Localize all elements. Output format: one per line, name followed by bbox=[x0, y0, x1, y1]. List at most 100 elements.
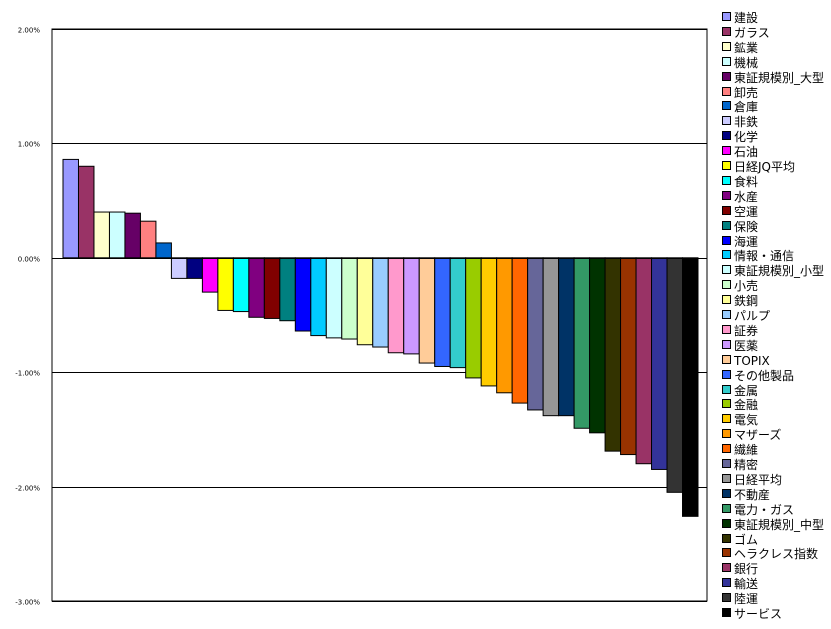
bar bbox=[542, 257, 560, 417]
legend-label: 東証規模別_小型 bbox=[734, 264, 825, 279]
legend-item: 非鉄 bbox=[722, 115, 758, 129]
legend-label: 日経平均 bbox=[734, 472, 783, 487]
legend-label: 倉庫 bbox=[734, 100, 759, 115]
y-tick-label: -2.00% bbox=[15, 485, 40, 493]
legend-item: 海運 bbox=[722, 235, 758, 249]
legend-item: 保険 bbox=[722, 220, 758, 234]
legend-swatch bbox=[722, 399, 731, 409]
legend-item: 輸送 bbox=[722, 577, 758, 591]
legend-item: 電力・ガス bbox=[722, 503, 794, 517]
bar bbox=[465, 257, 482, 379]
y-tick-label: -1.00% bbox=[15, 370, 40, 378]
legend-label: 銀行 bbox=[734, 562, 759, 577]
legend-label: 海運 bbox=[734, 234, 759, 249]
legend-item: 金融 bbox=[722, 398, 758, 412]
bar bbox=[418, 257, 436, 364]
legend-label: 鉱業 bbox=[734, 40, 759, 55]
bar bbox=[139, 220, 157, 259]
legend-label: 証券 bbox=[734, 323, 759, 338]
legend-item: 銀行 bbox=[722, 562, 758, 576]
bar bbox=[387, 257, 405, 354]
legend-item: ゴム bbox=[722, 533, 758, 547]
legend-item: 化学 bbox=[722, 130, 758, 144]
bar bbox=[186, 257, 203, 279]
legend-label: 建設 bbox=[734, 11, 759, 25]
legend-item: 鉄鋼 bbox=[722, 294, 758, 308]
legend-item: パルプ bbox=[722, 309, 770, 323]
legend-item: 不動産 bbox=[722, 488, 770, 502]
legend-swatch bbox=[722, 593, 731, 603]
legend-swatch bbox=[722, 310, 731, 319]
legend-swatch bbox=[722, 56, 731, 66]
bar bbox=[155, 242, 172, 259]
legend-item: ガラス bbox=[722, 26, 770, 40]
legend-label: 水産 bbox=[734, 189, 759, 204]
bar bbox=[279, 257, 296, 322]
legend-label: 日経JQ平均 bbox=[734, 160, 795, 174]
bar bbox=[248, 257, 265, 318]
legend-label: 石油 bbox=[734, 145, 759, 160]
bar bbox=[108, 211, 126, 259]
legend-label: 卸売 bbox=[734, 85, 759, 100]
legend-swatch bbox=[722, 146, 731, 156]
legend-swatch bbox=[722, 518, 731, 528]
bar bbox=[341, 257, 358, 340]
legend-swatch bbox=[722, 608, 731, 617]
legend-label: 化学 bbox=[734, 130, 759, 145]
legend-item: 東証規模別_大型 bbox=[722, 71, 824, 85]
legend-label: 東証規模別_大型 bbox=[734, 70, 825, 85]
legend-item: 精密 bbox=[722, 458, 758, 472]
legend-item: ヘラクレス指数 bbox=[722, 547, 818, 561]
legend-item: 空運 bbox=[722, 205, 758, 219]
legend-swatch bbox=[722, 533, 731, 543]
legend-item: 証券 bbox=[722, 324, 758, 338]
legend-label: 空運 bbox=[734, 204, 759, 219]
legend-item: 卸売 bbox=[722, 86, 758, 100]
legend-label: 電気 bbox=[734, 413, 759, 428]
legend-swatch bbox=[722, 488, 731, 498]
legend-item: 水産 bbox=[722, 190, 758, 204]
bar bbox=[480, 257, 498, 387]
legend-label: 金属 bbox=[734, 383, 759, 398]
legend-label: その他製品 bbox=[734, 368, 795, 383]
bar bbox=[449, 257, 467, 369]
legend-swatch bbox=[722, 116, 731, 126]
legend-label: TOPIX bbox=[734, 353, 770, 368]
legend-swatch bbox=[722, 295, 731, 305]
legend-swatch bbox=[722, 563, 731, 573]
legend-item: 鉱業 bbox=[722, 41, 758, 55]
legend-item: 東証規模別_小型 bbox=[722, 264, 824, 278]
bar bbox=[372, 257, 389, 348]
bar bbox=[263, 257, 281, 319]
legend-item: 食料 bbox=[722, 175, 758, 189]
legend-swatch bbox=[722, 459, 731, 468]
bar bbox=[604, 257, 622, 452]
legend-swatch bbox=[722, 235, 731, 245]
y-tick-label: -3.00% bbox=[15, 599, 40, 607]
bar bbox=[620, 257, 637, 456]
legend-swatch bbox=[722, 429, 731, 439]
legend-label: サービス bbox=[734, 607, 783, 621]
bar bbox=[573, 257, 591, 429]
bar bbox=[62, 158, 79, 259]
legend-item: 医薬 bbox=[722, 339, 758, 353]
legend-swatch bbox=[722, 444, 731, 454]
bar bbox=[403, 257, 420, 355]
bar bbox=[558, 257, 575, 417]
legend-item: 繊維 bbox=[722, 443, 758, 457]
legend-label: 輸送 bbox=[734, 577, 759, 592]
legend-label: ガラス bbox=[734, 25, 770, 40]
legend-item: サービス bbox=[722, 607, 782, 621]
bar bbox=[124, 212, 141, 259]
legend-label: 鉄鋼 bbox=[734, 294, 759, 309]
legend-item: 小売 bbox=[722, 279, 758, 293]
legend-label: 東証規模別_中型 bbox=[734, 517, 825, 532]
legend-label: マザーズ bbox=[734, 428, 782, 443]
bar bbox=[325, 257, 343, 339]
bar bbox=[651, 257, 668, 470]
legend-swatch bbox=[722, 26, 731, 36]
legend-item: 電気 bbox=[722, 413, 758, 427]
legend-swatch bbox=[722, 175, 731, 185]
legend-swatch bbox=[722, 473, 731, 483]
